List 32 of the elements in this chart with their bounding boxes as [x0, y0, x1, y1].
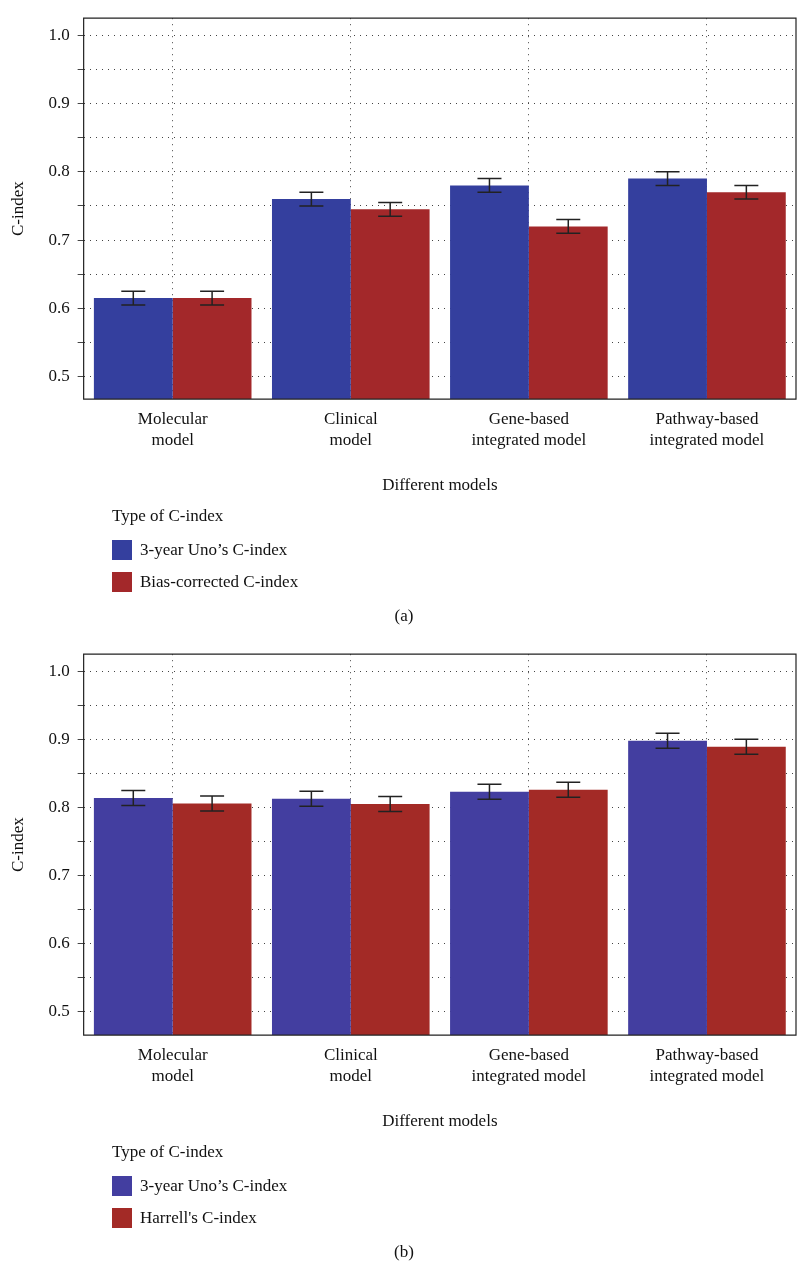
- y-tick-label: 0.7: [48, 229, 71, 249]
- x-tick-label: Molecular model: [137, 409, 208, 450]
- y-tick-label: 0.8: [48, 161, 70, 181]
- y-tick-label: 1.0: [48, 660, 70, 680]
- x-axis-title: Different models: [382, 475, 498, 495]
- x-tick-label: Clinical model: [323, 1045, 378, 1086]
- text: (b): [393, 1242, 415, 1262]
- y-tick-label: 0.8: [48, 796, 70, 816]
- y-axis-title: C-index: [7, 816, 27, 873]
- y-tick-label: 1.0: [48, 24, 70, 44]
- legend-label: Harrell's C-index: [140, 1208, 257, 1228]
- x-axis-title: Different models: [382, 1111, 498, 1131]
- x-tick-label: Pathway-based integrated model: [649, 409, 765, 450]
- legend-label: 3-year Uno’s C-index: [140, 1176, 288, 1196]
- y-axis-title: C-index: [7, 180, 27, 237]
- y-tick-label: 0.5: [48, 366, 70, 386]
- legend-label: Bias-corrected C-index: [140, 572, 299, 592]
- x-tick-label: Clinical model: [323, 409, 378, 450]
- x-tick-label: Pathway-based integrated model: [649, 1045, 765, 1086]
- x-tick-label: Gene-based integrated model: [471, 409, 587, 450]
- legend-label: 3-year Uno’s C-index: [140, 540, 288, 560]
- y-tick-label: 0.7: [48, 865, 71, 885]
- x-tick-label: Molecular model: [137, 1045, 208, 1086]
- legend-title: Type of C-index: [112, 506, 225, 526]
- x-tick-label: Gene-based integrated model: [471, 1045, 587, 1086]
- legend-title: Type of C-index: [112, 1142, 225, 1162]
- y-tick-label: 0.6: [48, 297, 70, 317]
- y-tick-label: 0.6: [48, 933, 70, 953]
- y-tick-label: 0.5: [48, 1001, 70, 1021]
- y-tick-label: 0.9: [48, 728, 70, 748]
- y-tick-label: 0.9: [48, 93, 70, 112]
- text: (a): [393, 606, 415, 626]
